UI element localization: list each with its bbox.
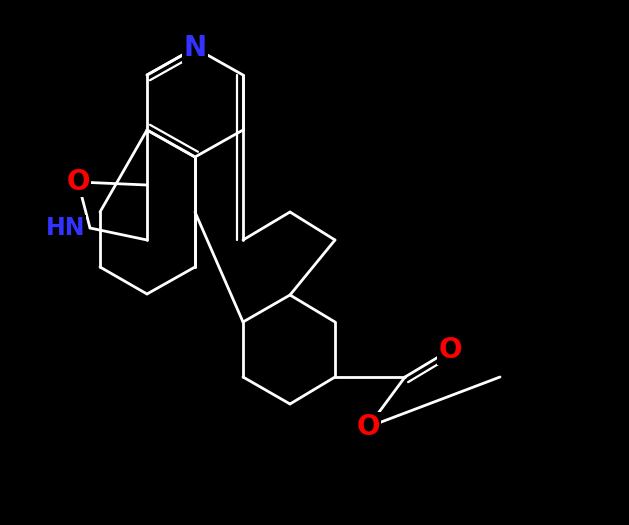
Text: HN: HN [45,216,85,240]
Text: O: O [66,168,90,196]
Text: O: O [438,336,462,364]
Text: O: O [356,413,380,441]
Text: N: N [184,34,206,62]
